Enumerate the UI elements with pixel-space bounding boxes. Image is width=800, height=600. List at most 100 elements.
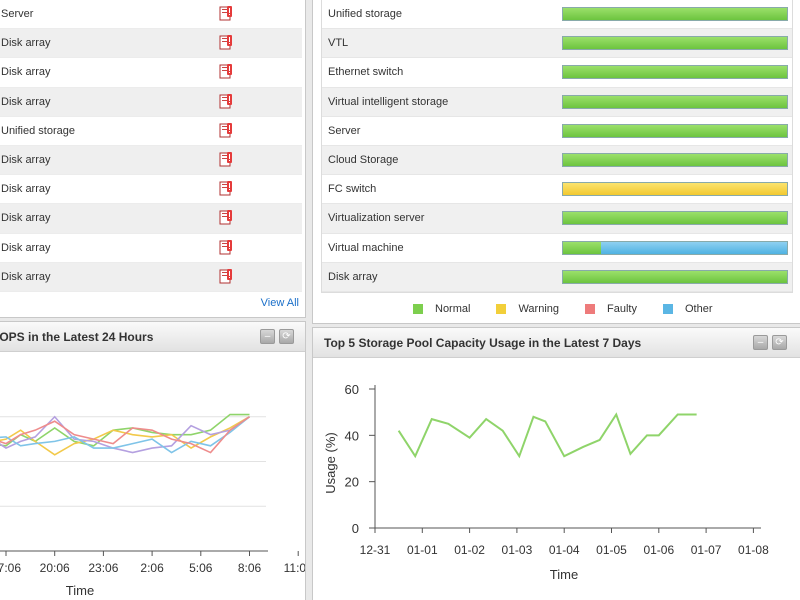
alarm-list-item[interactable]: Unified storage bbox=[0, 117, 302, 146]
legend-item[interactable]: Normal bbox=[413, 303, 470, 315]
status-row[interactable]: Virtualization server bbox=[322, 204, 792, 234]
alarm-list-item[interactable]: Disk array bbox=[0, 175, 302, 205]
status-row[interactable]: Virtual machine bbox=[322, 234, 792, 263]
device-status-panel: Unified storage VTL Ethernet switch Virtual… bbox=[312, 0, 800, 324]
series-line bbox=[0, 416, 250, 456]
x-tick-label: 5:06 bbox=[189, 561, 213, 575]
alarm-device-label: Disk array bbox=[1, 183, 51, 196]
x-tick-label: 01-07 bbox=[691, 543, 722, 557]
view-all-link[interactable]: View All bbox=[260, 297, 299, 309]
status-bar[interactable] bbox=[562, 123, 788, 138]
iops-panel-title: IOPS in the Latest 24 Hours bbox=[0, 330, 154, 344]
series-line bbox=[0, 416, 251, 454]
legend-item[interactable]: Warning bbox=[496, 303, 559, 315]
status-row[interactable]: Ethernet switch bbox=[322, 58, 792, 88]
status-device-label: Ethernet switch bbox=[328, 66, 404, 79]
x-tick-label: 01-06 bbox=[643, 543, 674, 557]
status-row[interactable]: Cloud Storage bbox=[322, 145, 792, 176]
status-bar[interactable] bbox=[562, 269, 788, 284]
critical-alarm-icon[interactable] bbox=[219, 181, 233, 197]
alarm-device-label: Disk array bbox=[1, 37, 51, 50]
iops-panel: IOPS in the Latest 24 Hours – ⟳ 17:06 20:… bbox=[0, 321, 306, 600]
x-tick-label: 23:06 bbox=[88, 561, 118, 575]
status-device-label: Disk array bbox=[328, 270, 378, 283]
status-segment-normal bbox=[563, 37, 787, 50]
alarm-device-label: Disk array bbox=[1, 66, 51, 79]
device-alarm-list: Server Disk array Disk array Disk array Unif… bbox=[0, 0, 302, 292]
minimize-icon[interactable]: – bbox=[260, 329, 275, 344]
status-row[interactable]: Disk array bbox=[322, 262, 792, 292]
x-tick-label: 12-31 bbox=[360, 543, 391, 557]
status-segment-other bbox=[601, 241, 787, 254]
alarm-list-item[interactable]: Disk array bbox=[0, 58, 302, 88]
status-bar[interactable] bbox=[562, 65, 788, 80]
y-tick-label: 20 bbox=[345, 475, 359, 490]
minimize-icon[interactable]: – bbox=[753, 335, 768, 350]
status-bar[interactable] bbox=[562, 94, 788, 109]
status-row[interactable]: Server bbox=[322, 117, 792, 146]
status-segment-warning bbox=[563, 183, 787, 196]
x-tick-label: 17:06 bbox=[0, 561, 21, 575]
alarm-device-label: Server bbox=[1, 8, 34, 21]
status-bar[interactable] bbox=[562, 211, 788, 226]
alarm-list-item[interactable]: Disk array bbox=[0, 29, 302, 59]
legend-swatch bbox=[585, 304, 596, 314]
capacity-panel-title: Top 5 Storage Pool Capacity Usage in the… bbox=[324, 336, 642, 350]
status-bar[interactable] bbox=[562, 182, 788, 197]
legend-item[interactable]: Faulty bbox=[585, 303, 637, 315]
critical-alarm-icon[interactable] bbox=[219, 239, 233, 256]
status-row[interactable]: FC switch bbox=[322, 175, 792, 205]
x-tick-label: 01-04 bbox=[549, 543, 580, 557]
critical-alarm-icon[interactable] bbox=[219, 210, 233, 226]
legend-swatch bbox=[662, 304, 673, 314]
critical-alarm-icon[interactable] bbox=[219, 268, 233, 285]
x-tick-label: 01-05 bbox=[596, 543, 627, 557]
status-device-label: Server bbox=[328, 124, 361, 137]
alarm-device-label: Disk array bbox=[1, 212, 51, 225]
series-line bbox=[0, 413, 250, 447]
status-row[interactable]: VTL bbox=[322, 29, 792, 59]
critical-alarm-icon[interactable] bbox=[219, 35, 233, 51]
status-bar[interactable] bbox=[562, 7, 788, 21]
x-axis-label: Time bbox=[66, 583, 94, 598]
alarm-list-item[interactable]: Disk array bbox=[0, 145, 302, 176]
status-row[interactable]: Unified storage bbox=[322, 0, 792, 30]
device-alarm-panel: Server Disk array Disk array Disk array Unif… bbox=[0, 0, 306, 318]
critical-alarm-icon[interactable] bbox=[219, 93, 233, 110]
status-bar[interactable] bbox=[562, 36, 788, 51]
alarm-list-item[interactable]: Disk array bbox=[0, 87, 302, 117]
alarm-list-item[interactable]: Disk array bbox=[0, 204, 302, 234]
status-segment-normal bbox=[563, 66, 787, 79]
status-segment-normal bbox=[563, 95, 787, 108]
alarm-list-item[interactable]: Server bbox=[0, 0, 302, 30]
series-line bbox=[0, 416, 250, 454]
status-segment-normal bbox=[563, 153, 787, 166]
x-tick-label: 01-02 bbox=[454, 543, 485, 557]
critical-alarm-icon[interactable] bbox=[219, 151, 233, 168]
refresh-icon[interactable]: ⟳ bbox=[279, 329, 294, 344]
status-device-label: VTL bbox=[328, 37, 349, 50]
critical-alarm-icon[interactable] bbox=[219, 122, 233, 139]
x-tick-label: 2:06 bbox=[140, 561, 164, 575]
alarm-device-label: Disk array bbox=[1, 241, 51, 254]
status-segment-normal bbox=[563, 270, 787, 283]
status-segment-normal bbox=[563, 212, 787, 225]
critical-alarm-icon[interactable] bbox=[219, 6, 233, 22]
alarm-list-item[interactable]: Disk array bbox=[0, 262, 302, 292]
status-device-label: Virtualization server bbox=[328, 212, 425, 225]
device-status-table: Unified storage VTL Ethernet switch Virtual… bbox=[321, 0, 793, 293]
iops-chart: 17:06 20:06 23:06 2:06 5:06 8:06 11:06 Time bbox=[0, 413, 306, 598]
status-bar[interactable] bbox=[562, 240, 788, 255]
status-device-label: FC switch bbox=[328, 183, 377, 196]
status-row[interactable]: Virtual intelligent storage bbox=[322, 87, 792, 117]
y-tick-label: 60 bbox=[345, 382, 359, 397]
y-tick-label: 0 bbox=[352, 521, 359, 536]
x-tick-label: 01-01 bbox=[407, 543, 438, 557]
status-bar[interactable] bbox=[562, 152, 788, 167]
alarm-list-item[interactable]: Disk array bbox=[0, 234, 302, 263]
y-axis-label: Usage (%) bbox=[323, 432, 338, 493]
x-tick-label: 11:06 bbox=[284, 561, 306, 575]
critical-alarm-icon[interactable] bbox=[219, 64, 233, 80]
refresh-icon[interactable]: ⟳ bbox=[772, 335, 787, 350]
legend-item[interactable]: Other bbox=[662, 303, 713, 315]
